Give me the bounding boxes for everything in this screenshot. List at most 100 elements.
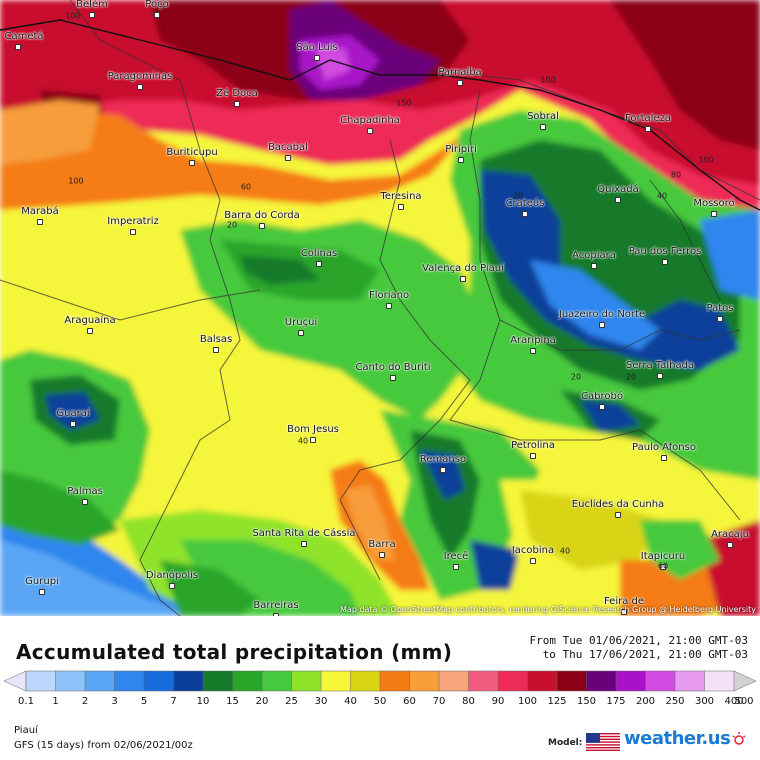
color-scale-tick: 3 [111,696,118,707]
precipitation-field [0,0,760,616]
region-name: Piauí [14,725,38,736]
city-label: Zé Doca [216,88,258,99]
city-label: Balsas [199,334,233,345]
city-marker [169,583,175,589]
city-label: Acopiara [572,250,616,261]
city-label: Canto do Buriti [355,362,431,373]
city-marker [213,347,219,353]
city-marker [661,455,667,461]
color-scale-ticks: 0.1 1 2 3 5 7 10 15 20 25 30 40 50 60 70 80 90 100 125 150 1… [0,696,760,710]
contour-label: 80 [670,170,682,180]
city-marker [458,157,464,163]
city-label: Sobral [527,111,559,122]
city-marker [234,101,240,107]
color-scale-swatch [261,670,293,692]
city-marker [717,316,723,322]
color-scale-swatch [84,670,116,692]
city-marker [189,160,195,166]
city-label: Valença do Piauí [422,263,504,274]
city-label: Cabrobó [581,391,623,402]
city-marker [87,328,93,334]
city-label: Barra do Corda [224,210,300,221]
city-label: Uruçuí [284,317,318,328]
city-marker [615,512,621,518]
city-label: Chapadinha [340,115,400,126]
color-scale-swatch [674,670,706,692]
contour-label: 60 [657,561,669,571]
color-scale-tick: 500 [734,696,754,707]
color-scale-tick: 150 [576,696,597,707]
contour-label: 100 [698,155,714,165]
city-label: Poço [145,0,169,10]
color-scale-swatch [586,670,617,692]
color-scale-tick: 10 [196,696,210,707]
color-scale-swatch [497,670,529,692]
color-scale-tick: 7 [170,696,177,707]
color-scale-swatch [173,670,204,692]
city-label: Bacabal [268,142,308,153]
city-label: Parnaíba [438,67,482,78]
color-scale-tick: 25 [285,696,298,707]
city-marker [89,12,95,18]
color-scale-tick: 125 [547,696,567,707]
city-marker [530,348,536,354]
sun-logo-icon [732,732,746,745]
city-label: Palmas [67,486,103,497]
city-marker [379,552,385,558]
color-scale-swatch [468,670,499,692]
color-scale-swatch [409,670,440,692]
city-marker [540,124,546,130]
city-label: Juazeiro do Norte [558,309,646,320]
color-scale-swatch [704,670,735,692]
city-label: Paulo Afonso [632,442,696,453]
city-label: Colinas [300,248,338,259]
color-scale-tick: 400 [724,696,744,707]
contour-label: 100 [68,176,84,186]
color-scale-swatch [527,670,558,692]
color-scale-tick: 2 [81,696,89,707]
city-label: Itapicuru [640,551,686,562]
city-label: Barra [368,539,396,550]
city-label: Belém [76,0,108,10]
precipitation-map[interactable]: Belém Poço Cametá São Luís Parnaíba Paragomin… [0,0,760,616]
city-marker [599,322,605,328]
city-marker [727,542,733,548]
city-label: Quixadá [597,184,639,195]
contour-label: 20 [512,191,524,201]
forecast-period: From Tue 01/06/2021, 21:00 GMT-03 to Thu… [529,634,748,662]
city-marker [154,12,160,18]
color-scale-tick: 300 [694,696,715,707]
city-marker [301,541,307,547]
city-label: Cametá [4,31,44,42]
city-label: Guaraí [56,408,90,419]
color-scale-tick: 100 [517,696,538,707]
city-marker [660,564,666,570]
city-label: Remanso [419,454,467,465]
city-label: Barreiras [253,600,299,611]
city-marker [386,303,392,309]
city-label: Teresina [380,191,422,202]
color-scale-swatch [350,670,381,692]
city-marker [530,558,536,564]
color-scale-swatch [202,670,234,692]
city-marker [39,589,45,595]
city-label: Buriticupu [166,147,218,158]
city-marker [440,467,446,473]
city-marker [453,564,459,570]
color-scale-tick: 60 [403,696,416,707]
color-scale-swatch [25,670,57,692]
brand-logo[interactable]: weather.us [624,728,731,749]
color-scale-swatch [733,670,756,692]
city-label: Pau dos Ferros [628,246,702,257]
city-label: Serra Talhada [625,360,695,371]
city-marker [310,437,316,443]
city-label: Bom Jesus [287,424,339,435]
contour-label: 40 [559,546,571,556]
city-marker [522,211,528,217]
city-marker [711,211,717,217]
city-marker [530,453,536,459]
color-scale-swatch [645,670,676,692]
legend-title: Accumulated total precipitation (mm) [16,640,453,664]
city-marker [367,128,373,134]
city-marker [137,84,143,90]
